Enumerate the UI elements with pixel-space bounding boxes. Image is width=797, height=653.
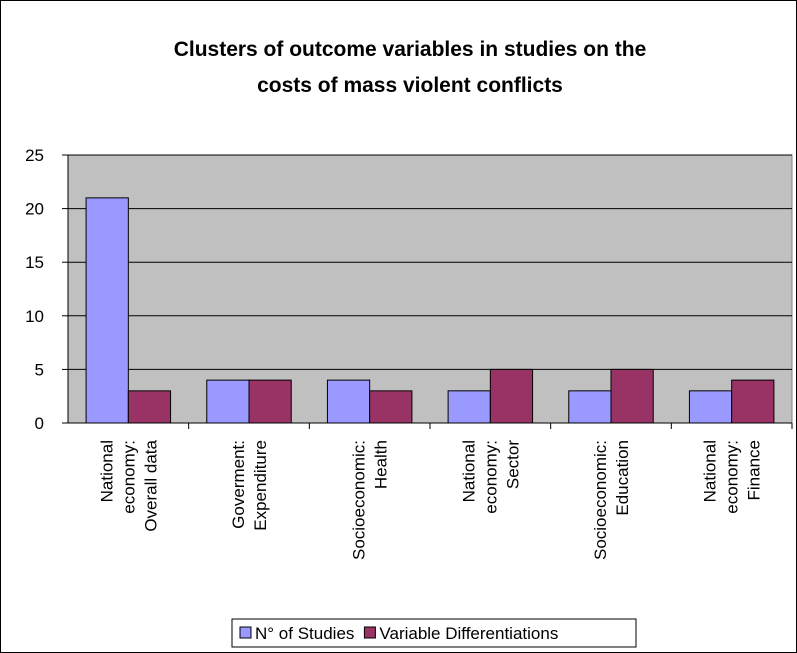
y-tick-label: 10 bbox=[25, 307, 44, 326]
x-tick-label: National bbox=[97, 440, 116, 502]
bar bbox=[688, 390, 733, 424]
chart-title: Clusters of outcome variables in studies… bbox=[174, 38, 647, 61]
x-tick-label: Education bbox=[613, 440, 632, 516]
bar bbox=[489, 368, 534, 424]
bar bbox=[568, 390, 612, 424]
legend-box bbox=[231, 618, 637, 648]
legend-swatch bbox=[363, 626, 376, 639]
bar bbox=[369, 390, 413, 424]
x-tick-label: Socioeconomic: bbox=[591, 440, 610, 560]
plot-area bbox=[67, 154, 793, 424]
y-tick-label: 5 bbox=[35, 360, 44, 379]
legend-label: N° of Studies bbox=[255, 624, 354, 643]
bar bbox=[85, 197, 129, 424]
y-tick-label: 20 bbox=[25, 200, 44, 219]
x-tick-label: Goverment: bbox=[229, 440, 248, 529]
x-tick-label: economy: bbox=[119, 440, 138, 514]
bar bbox=[731, 379, 775, 424]
bar bbox=[127, 390, 172, 424]
x-tick-label: economy: bbox=[481, 440, 500, 514]
legend-label: Variable Differentiations bbox=[379, 624, 558, 643]
bar bbox=[610, 368, 654, 424]
x-tick-label: Expenditure bbox=[251, 440, 270, 531]
bar bbox=[206, 379, 250, 424]
x-tick-label: National bbox=[701, 440, 720, 502]
y-tick-label: 25 bbox=[25, 146, 44, 165]
chart-title: costs of mass violent conflicts bbox=[257, 74, 563, 97]
bar bbox=[447, 390, 491, 424]
x-tick-label: Finance bbox=[745, 440, 764, 500]
x-tick-label: National bbox=[459, 440, 478, 502]
x-tick-label: Health bbox=[372, 440, 391, 489]
bar bbox=[326, 379, 371, 424]
y-tick-label: 0 bbox=[35, 414, 44, 433]
x-tick-label: Socioeconomic: bbox=[350, 440, 369, 560]
x-tick-label: Sector bbox=[503, 440, 522, 489]
legend-swatch bbox=[239, 626, 252, 639]
bar bbox=[248, 379, 292, 424]
x-tick-label: Overall data bbox=[141, 439, 160, 531]
y-tick-label: 15 bbox=[25, 253, 44, 272]
x-tick-label: economy: bbox=[723, 440, 742, 514]
